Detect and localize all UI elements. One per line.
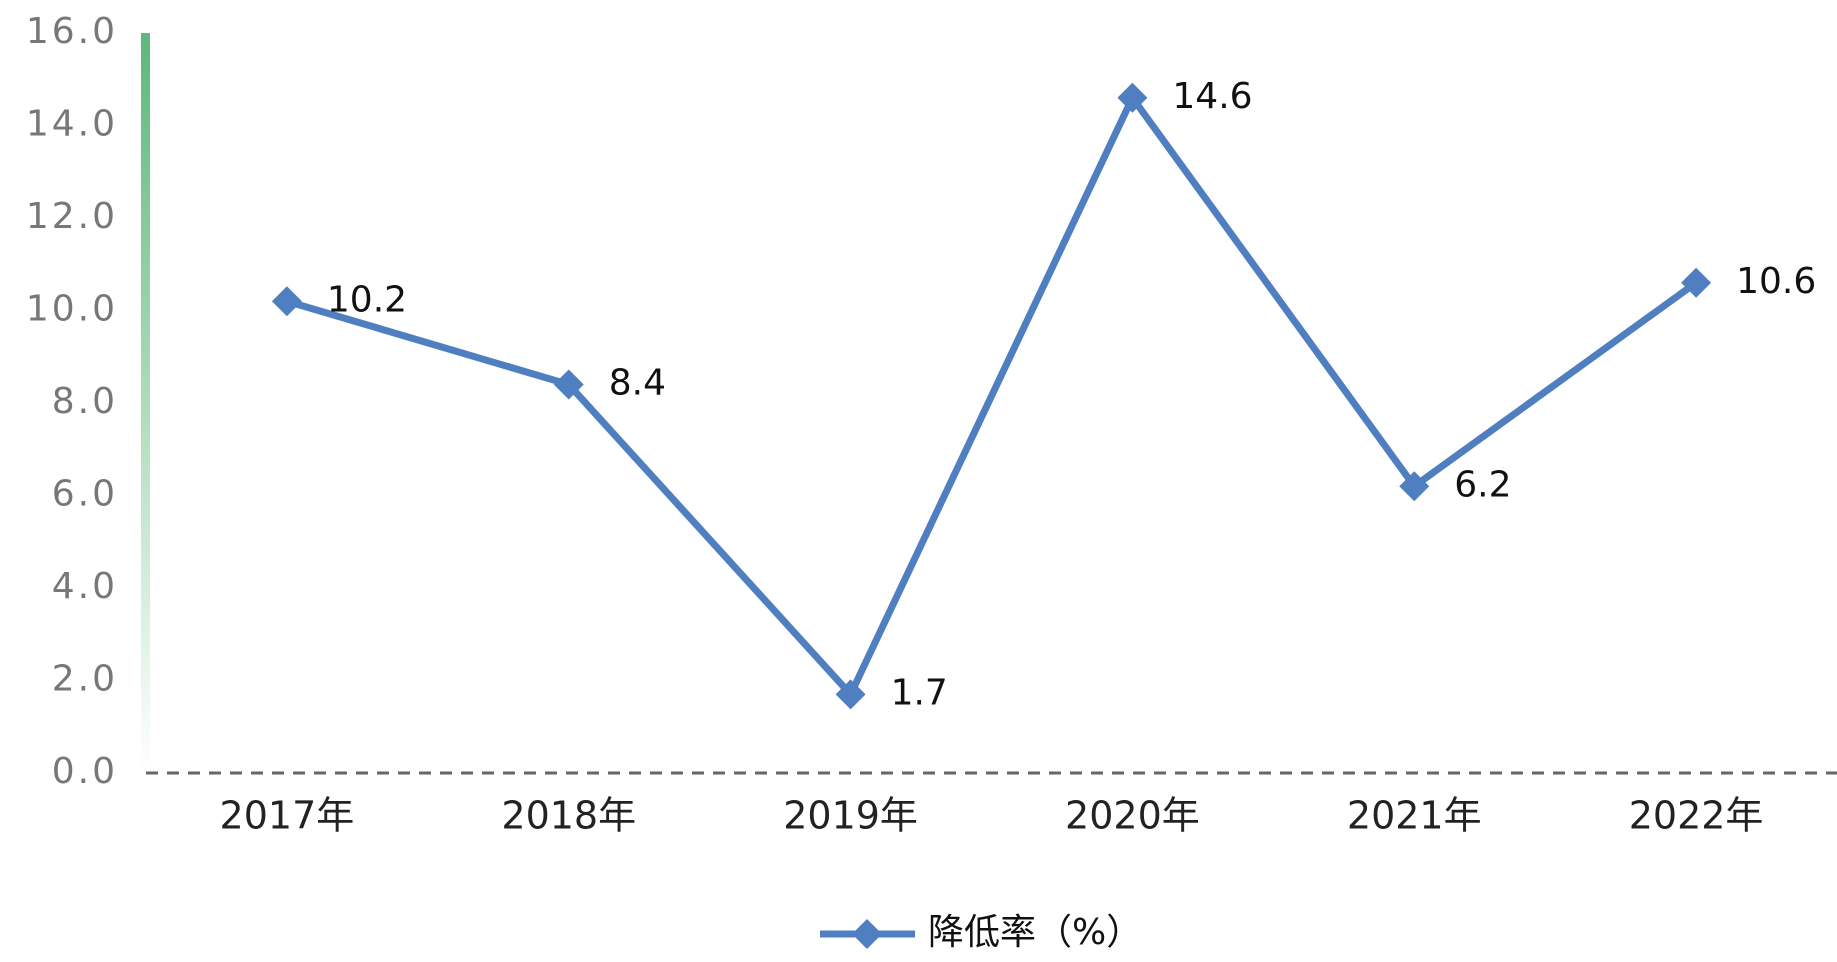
x-tick-label: 2018年: [501, 794, 636, 838]
data-label: 1.7: [891, 672, 948, 713]
data-label: 10.2: [327, 279, 407, 320]
data-label: 10.6: [1736, 261, 1816, 302]
y-tick-label: 6.0: [52, 474, 118, 515]
marker: [271, 286, 302, 317]
legend-marker: [852, 919, 882, 949]
x-tick-label: 2017年: [220, 794, 355, 838]
x-tick-label: 2022年: [1629, 794, 1764, 838]
marker: [1399, 471, 1430, 502]
y-tick-label: 0.0: [52, 751, 118, 792]
marker: [1117, 82, 1148, 113]
x-tick-label: 2020年: [1065, 794, 1200, 838]
y-tick-label: 8.0: [52, 381, 118, 422]
y-tick-label: 10.0: [26, 289, 118, 330]
y-tick-label: 2.0: [52, 659, 118, 700]
line: [285, 94, 1699, 698]
marker: [1681, 267, 1712, 298]
marker: [835, 679, 866, 710]
marker: [553, 369, 584, 400]
data-label: 14.6: [1172, 76, 1252, 117]
x-tick-label: 2021年: [1347, 794, 1482, 838]
y-axis-bar: [141, 33, 150, 773]
data-label: 8.4: [609, 363, 666, 404]
data-label: 6.2: [1454, 464, 1511, 505]
legend-label: 降低率（%）: [928, 912, 1142, 953]
y-tick-label: 4.0: [52, 566, 118, 607]
y-tick-label: 16.0: [26, 11, 118, 52]
x-tick-label: 2019年: [783, 794, 918, 838]
y-tick-label: 12.0: [26, 196, 118, 237]
y-tick-label: 14.0: [26, 104, 118, 145]
